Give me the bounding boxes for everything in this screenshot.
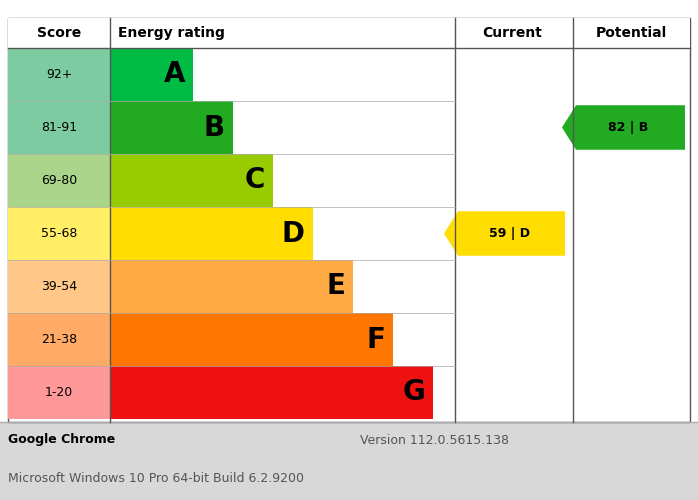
Bar <box>8 48 110 101</box>
Bar <box>110 260 353 313</box>
Text: D: D <box>282 220 305 248</box>
Text: B: B <box>204 114 225 141</box>
Text: 39-54: 39-54 <box>41 280 77 293</box>
Text: 81-91: 81-91 <box>41 121 77 134</box>
Polygon shape <box>562 105 685 150</box>
Bar <box>8 260 110 313</box>
Text: Score: Score <box>37 26 81 40</box>
Text: F: F <box>366 326 385 353</box>
Text: Energy rating: Energy rating <box>118 26 225 40</box>
Text: E: E <box>326 272 345 300</box>
Bar <box>8 207 110 260</box>
Text: Current: Current <box>482 26 542 40</box>
Bar <box>110 313 393 366</box>
Text: G: G <box>402 378 425 406</box>
Text: 21-38: 21-38 <box>41 333 77 346</box>
Text: Version 112.0.5615.138: Version 112.0.5615.138 <box>360 434 509 446</box>
Bar <box>8 313 110 366</box>
Bar <box>8 18 690 48</box>
Text: 1-20: 1-20 <box>45 386 73 399</box>
Text: 82 | B: 82 | B <box>609 121 648 134</box>
Text: 55-68: 55-68 <box>40 227 77 240</box>
Bar <box>110 207 313 260</box>
Text: Microsoft Windows 10 Pro 64-bit Build 6.2.9200: Microsoft Windows 10 Pro 64-bit Build 6.… <box>8 472 304 484</box>
Bar <box>0 422 698 500</box>
Text: 92+: 92+ <box>46 68 72 81</box>
Text: 69-80: 69-80 <box>41 174 77 187</box>
Bar <box>110 154 273 207</box>
Bar <box>110 366 433 419</box>
Text: Potential: Potential <box>596 26 667 40</box>
Bar <box>8 101 110 154</box>
Text: 59 | D: 59 | D <box>489 227 530 240</box>
Bar <box>8 366 110 419</box>
Text: C: C <box>244 166 265 194</box>
Polygon shape <box>444 211 565 256</box>
Bar <box>8 154 110 207</box>
Bar <box>110 101 233 154</box>
Bar <box>110 48 193 101</box>
Text: Google Chrome: Google Chrome <box>8 434 115 446</box>
Text: A: A <box>163 60 185 88</box>
Bar <box>8 18 690 422</box>
